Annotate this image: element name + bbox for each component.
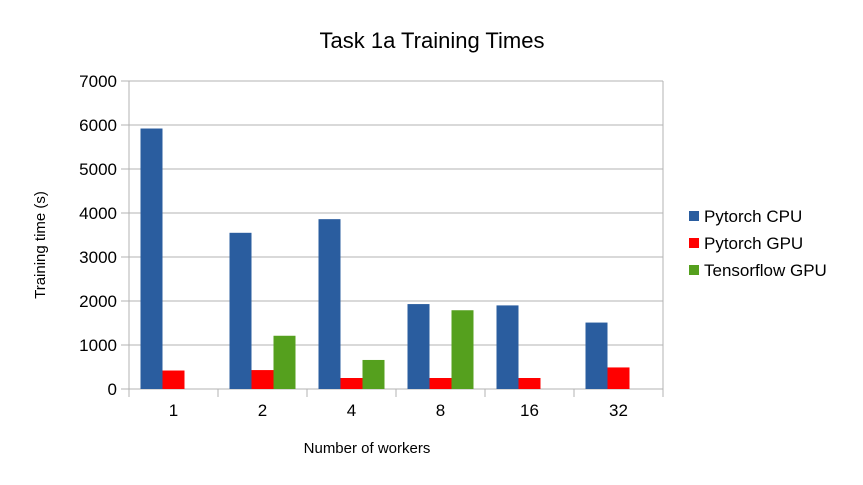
x-tick-label: 16 <box>520 401 539 420</box>
x-tick-label: 4 <box>347 401 356 420</box>
x-tick-labels: 1 2 4 8 16 32 <box>169 401 628 420</box>
x-tick-label: 32 <box>609 401 628 420</box>
bar-pytorch-cpu <box>140 128 163 389</box>
y-axis-label: Training time (s) <box>32 191 49 299</box>
bar-pytorch-gpu <box>607 367 630 389</box>
bar-tensorflow-gpu <box>451 310 474 389</box>
gridlines <box>129 80 663 346</box>
y-tick-label: 7000 <box>79 72 117 91</box>
bar-pytorch-cpu <box>585 322 608 389</box>
y-tick-labels: 0 1000 2000 3000 4000 5000 6000 7000 <box>79 72 117 399</box>
legend-swatch <box>689 211 699 221</box>
bar-tensorflow-gpu <box>362 359 385 389</box>
x-tick-label: 2 <box>258 401 267 420</box>
bar-pytorch-gpu <box>518 378 541 389</box>
legend: Pytorch CPU Pytorch GPU Tensorflow GPU <box>689 207 827 280</box>
legend-label: Tensorflow GPU <box>704 261 827 280</box>
bar-pytorch-cpu <box>496 305 519 389</box>
plot-frame <box>121 80 664 397</box>
chart-title: Task 1a Training Times <box>320 28 545 53</box>
bar-pytorch-gpu <box>340 378 363 389</box>
bar-pytorch-gpu <box>251 370 274 389</box>
bar-pytorch-gpu <box>162 370 185 389</box>
bar-pytorch-cpu <box>407 304 430 389</box>
y-tick-label: 3000 <box>79 248 117 267</box>
y-tick-label: 0 <box>108 380 117 399</box>
y-tick-label: 6000 <box>79 116 117 135</box>
bar-pytorch-cpu <box>229 232 252 389</box>
legend-label: Pytorch CPU <box>704 207 802 226</box>
legend-swatch <box>689 238 699 248</box>
y-tick-label: 1000 <box>79 336 117 355</box>
x-tick-label: 8 <box>436 401 445 420</box>
y-tick-label: 2000 <box>79 292 117 311</box>
legend-label: Pytorch GPU <box>704 234 803 253</box>
y-tick-label: 5000 <box>79 160 117 179</box>
bar-tensorflow-gpu <box>273 335 296 389</box>
bars <box>140 128 630 389</box>
bar-pytorch-cpu <box>318 219 341 389</box>
x-axis-label: Number of workers <box>304 440 431 457</box>
y-tick-label: 4000 <box>79 204 117 223</box>
legend-swatch <box>689 265 699 275</box>
x-tick-label: 1 <box>169 401 178 420</box>
bar-pytorch-gpu <box>429 378 452 389</box>
